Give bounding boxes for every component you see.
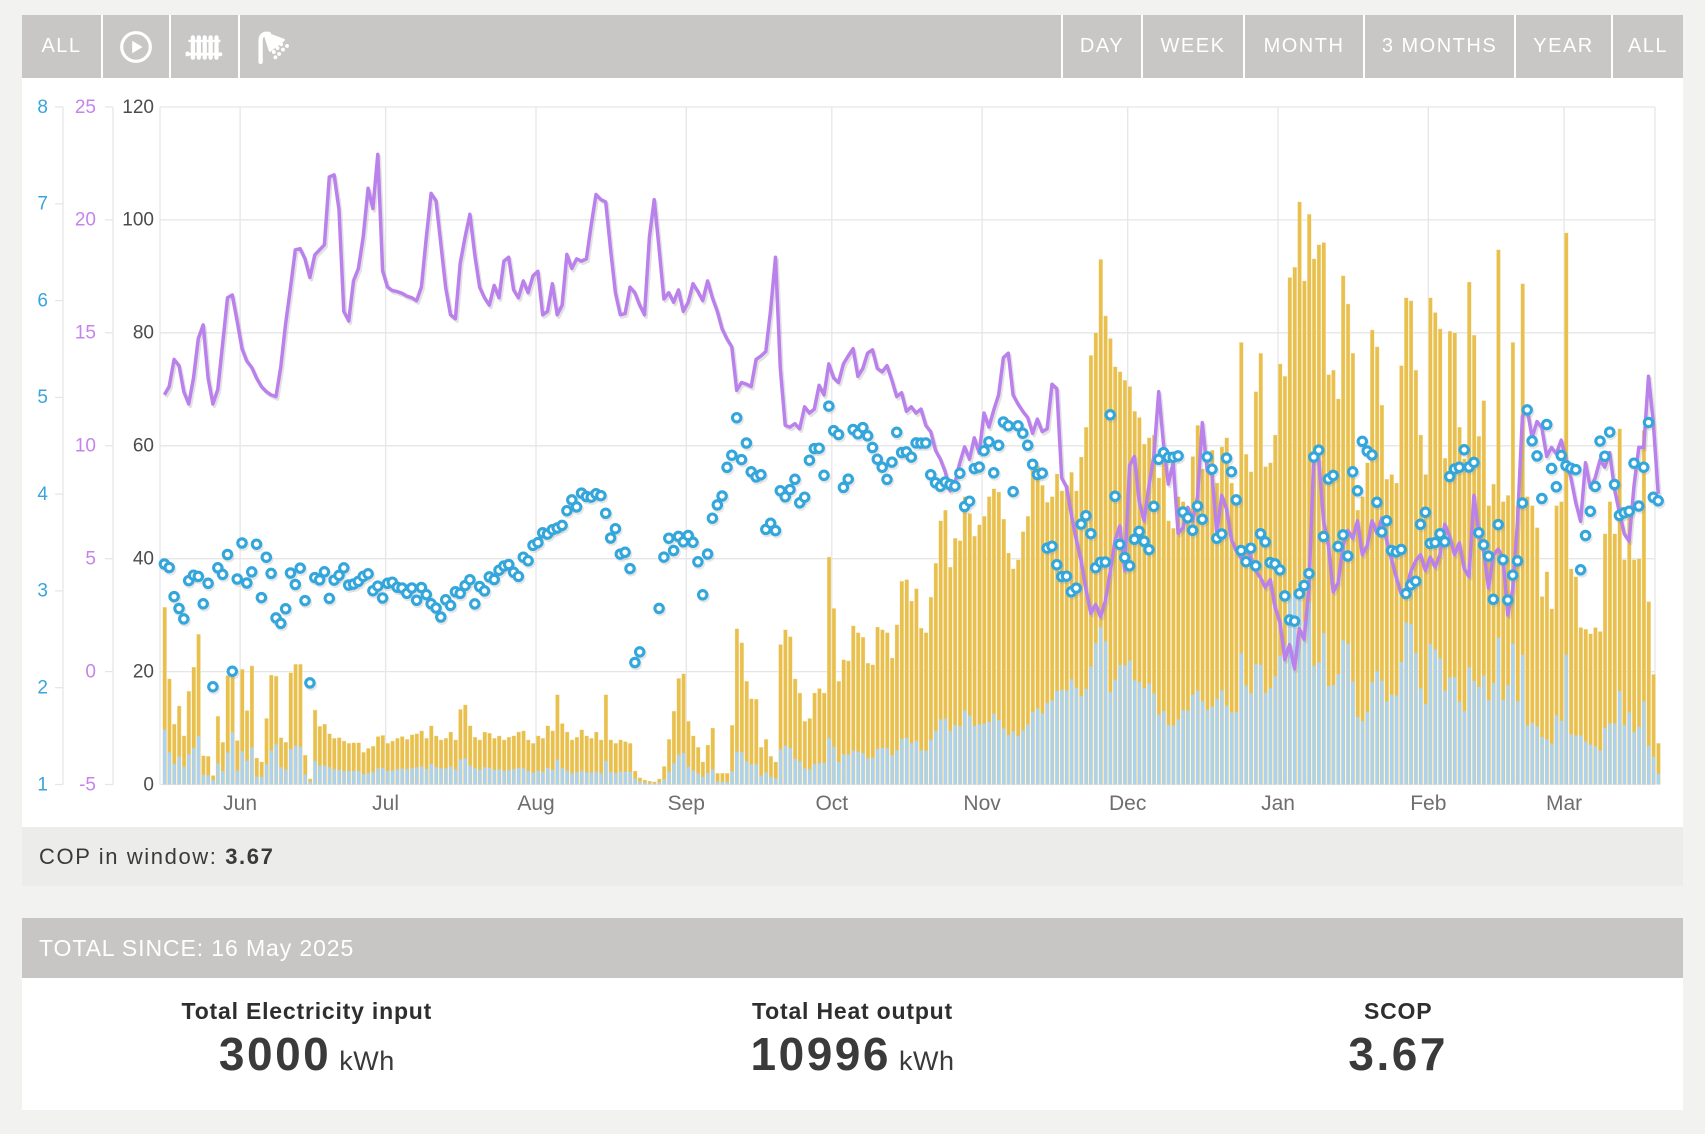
svg-text:0: 0 bbox=[85, 661, 96, 682]
svg-text:60: 60 bbox=[133, 436, 154, 457]
svg-text:Feb: Feb bbox=[1410, 792, 1446, 815]
svg-text:Dec: Dec bbox=[1109, 792, 1146, 815]
svg-text:Jan: Jan bbox=[1261, 792, 1295, 815]
svg-text:8: 8 bbox=[37, 97, 48, 118]
svg-text:20: 20 bbox=[133, 661, 154, 682]
svg-text:5: 5 bbox=[85, 549, 96, 570]
svg-text:Nov: Nov bbox=[963, 792, 1001, 815]
svg-text:Sep: Sep bbox=[668, 792, 705, 815]
svg-text:7: 7 bbox=[37, 194, 48, 215]
svg-text:-5: -5 bbox=[79, 774, 96, 795]
svg-text:5: 5 bbox=[37, 387, 48, 408]
svg-text:0: 0 bbox=[143, 774, 154, 795]
svg-text:Mar: Mar bbox=[1546, 792, 1582, 815]
svg-text:Oct: Oct bbox=[815, 792, 848, 815]
svg-text:Jul: Jul bbox=[372, 792, 399, 815]
svg-text:2: 2 bbox=[37, 678, 48, 699]
svg-text:4: 4 bbox=[37, 484, 48, 505]
svg-text:120: 120 bbox=[122, 97, 154, 118]
svg-text:40: 40 bbox=[133, 549, 154, 570]
svg-text:Aug: Aug bbox=[517, 792, 554, 815]
svg-text:6: 6 bbox=[37, 290, 48, 311]
svg-text:10: 10 bbox=[75, 436, 96, 457]
svg-text:Jun: Jun bbox=[223, 792, 257, 815]
svg-text:80: 80 bbox=[133, 323, 154, 344]
svg-text:15: 15 bbox=[75, 323, 96, 344]
svg-text:20: 20 bbox=[75, 210, 96, 231]
svg-text:100: 100 bbox=[122, 210, 154, 231]
svg-text:1: 1 bbox=[37, 774, 48, 795]
svg-text:25: 25 bbox=[75, 97, 96, 118]
svg-text:3: 3 bbox=[37, 581, 48, 602]
